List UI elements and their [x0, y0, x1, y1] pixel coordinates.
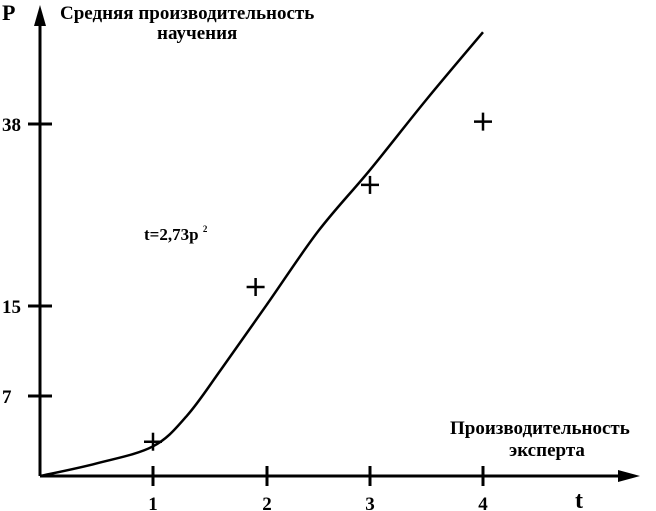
axes	[34, 5, 640, 482]
formula-main: t=2,73p	[144, 225, 199, 244]
x-axis-arrow	[618, 470, 640, 482]
x-axis-description-line-2: эксперта	[509, 440, 585, 461]
data-point-4	[474, 112, 492, 131]
y-axis-arrow	[34, 5, 46, 26]
data-point-2	[246, 278, 265, 297]
x-tick-label-3: 3	[365, 494, 375, 511]
curve-layer	[39, 31, 484, 478]
y-tick-label-7: 7	[2, 387, 12, 408]
y-axis-description-line-1: Средняя производительность	[60, 3, 314, 24]
x-tick-label-1: 1	[148, 494, 158, 511]
x-tick-label-2: 2	[262, 494, 272, 511]
points-layer	[144, 112, 492, 451]
ticks	[28, 122, 485, 486]
x-axis-description-line-1: Производительность	[450, 418, 630, 439]
x-tick-label-4: 4	[478, 494, 488, 511]
y-tick-label-15: 15	[2, 297, 21, 318]
formula-annotation: t=2,73p 2	[144, 224, 208, 244]
y-tick-label-38: 38	[2, 115, 21, 136]
formula-superscript: 2	[203, 224, 208, 234]
data-point-1	[144, 432, 162, 451]
fitted-curve	[39, 31, 484, 478]
tick-labels: 1 2 3 4 7 15 38	[2, 115, 488, 511]
y-axis-description-line-2: научения	[157, 23, 237, 44]
data-point-3	[361, 175, 379, 194]
x-axis-label: t	[575, 488, 583, 511]
y-axis-label: P	[2, 0, 15, 25]
